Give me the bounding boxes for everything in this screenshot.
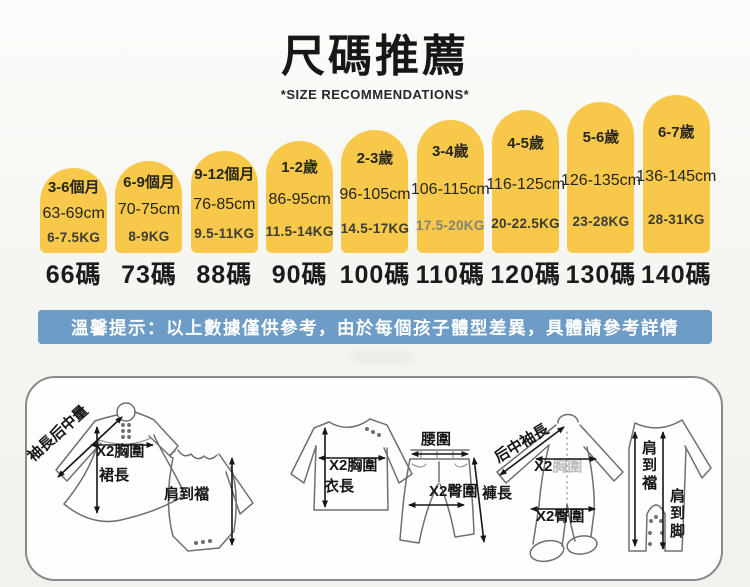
capsule-weight-label: 23-28KG <box>572 213 630 229</box>
size-column: 6-7歲 136-145cm 28-31KG 140碼 <box>636 92 716 289</box>
size-code-label: 140碼 <box>640 260 712 289</box>
top-length-label: 衣長 <box>324 478 355 495</box>
capsule-weight-label: 20-22.5KG <box>491 215 560 231</box>
page-header: 尺碼推薦 *SIZE RECOMMENDATIONS* <box>0 20 750 102</box>
capsule-age-label: 3-6個月 <box>47 178 100 196</box>
capsule-height-label: 76-85cm <box>193 196 256 213</box>
capsule-weight-label: 17.5-20KG <box>415 218 485 234</box>
capsule-height-label: 116-125cm <box>486 175 566 193</box>
size-capsule: 2-3歲 96-105cm 14.5-17KG <box>339 130 411 253</box>
size-code-label: 90碼 <box>271 260 328 289</box>
capsule-age-label: 9-12個月 <box>194 166 255 183</box>
capsule-age-label: 3-4歲 <box>431 142 469 160</box>
size-column: 6-9個月 70-75cm 8-9KG 73碼 <box>111 92 186 289</box>
capsule-height-label: 106-115cm <box>410 180 490 198</box>
dress-chest-label: X2胸圍 <box>96 443 145 460</box>
size-column: 4-5歲 116-125cm 20-22.5KG 120碼 <box>486 92 565 289</box>
capsule-age-label: 5-6歲 <box>582 129 620 147</box>
size-code-label: 110碼 <box>415 260 485 289</box>
pants-length-label: 褲長 <box>482 485 513 502</box>
size-code-label: 88碼 <box>196 260 253 289</box>
size-code-label: 73碼 <box>121 260 177 289</box>
measure-guide-panel: 袖長后中量 X2胸圍 裙長 肩到襠 X2胸圍 衣長 腰圍 X2臀圍 褲長 后中袖… <box>24 376 723 581</box>
dress-arrows <box>57 416 235 546</box>
size-column: 2-3歲 96-105cm 14.5-17KG 100碼 <box>337 92 412 289</box>
romper-shoulder-to-foot-label: 肩到脚 <box>669 488 685 540</box>
size-capsule: 5-6歲 126-135cm 23-28KG <box>561 102 641 253</box>
size-column: 1-2歲 86-95cm 11.5-14KG 90碼 <box>262 92 337 289</box>
top-chest-label: X2胸圍 <box>329 457 378 474</box>
romper-diagram <box>496 413 712 563</box>
capsule-weight-label: 8-9KG <box>128 228 170 244</box>
capsule-height-label: 96-105cm <box>339 185 411 203</box>
size-capsule: 6-7歲 136-145cm 28-31KG <box>636 95 716 253</box>
romper-arrows <box>499 426 666 550</box>
notice-text: 溫馨提示：以上數據僅供參考，由於每個孩子體型差異，具體請參考詳情 <box>71 317 679 338</box>
dress-bodysuit-diagram <box>55 402 254 552</box>
capsule-weight-label: 11.5-14KG <box>265 223 334 239</box>
top-pants-arrows <box>318 427 487 543</box>
romper-shoulder-to-crotch-label: 肩到襠 <box>641 440 657 492</box>
capsule-height-label: 86-95cm <box>268 191 331 208</box>
size-capsule: 1-2歲 86-95cm 11.5-14KG <box>266 141 333 253</box>
capsule-weight-label: 6-7.5KG <box>47 230 101 246</box>
bodysuit-shoulder-to-crotch-label: 肩到襠 <box>164 486 210 503</box>
capsule-age-label: 6-9個月 <box>123 173 175 191</box>
size-capsule: 9-12個月 76-85cm 9.5-11KG <box>190 151 258 253</box>
dress-length-label: 裙長 <box>99 467 130 484</box>
size-capsule: 3-4歲 106-115cm 17.5-20KG <box>411 120 490 253</box>
size-code-label: 130碼 <box>565 260 637 289</box>
capsule-weight-label: 28-31KG <box>647 212 705 227</box>
capsule-height-label: 63-69cm <box>42 204 105 222</box>
capsule-height-label: 136-145cm <box>636 168 717 185</box>
watermark-smudge <box>352 351 412 363</box>
page-title: 尺碼推薦 <box>281 32 469 81</box>
capsule-age-label: 2-3歲 <box>356 150 394 168</box>
top-drawing <box>290 418 413 511</box>
capsule-age-label: 6-7歲 <box>657 124 695 141</box>
notice-banner: 溫馨提示：以上數據僅供參考，由於每個孩子體型差異，具體請參考詳情 <box>38 310 712 344</box>
capsule-age-label: 1-2歲 <box>281 158 318 176</box>
pants-hip-label: X2臀圍 <box>429 483 478 500</box>
size-column: 9-12個月 76-85cm 9.5-11KG 88碼 <box>187 92 262 289</box>
size-code-label: 66碼 <box>45 260 102 289</box>
top-pants-diagram <box>290 418 487 544</box>
size-capsule: 4-5歲 116-125cm 20-22.5KG <box>486 110 565 253</box>
size-column: 5-6歲 126-135cm 23-28KG 130碼 <box>561 92 641 289</box>
size-capsule: 6-9個月 70-75cm 8-9KG <box>115 161 183 253</box>
capsule-height-label: 70-75cm <box>117 201 181 218</box>
romper-hip-label: X2臀圍 <box>536 508 585 525</box>
size-chart-row: 3-6個月 63-69cm 6-7.5KG 66碼 6-9個月 70-75cm … <box>36 92 716 289</box>
capsule-age-label: 4-5歲 <box>507 135 544 153</box>
page-subtitle: *SIZE RECOMMENDATIONS* <box>280 87 470 102</box>
capsule-weight-label: 9.5-11KG <box>194 226 255 241</box>
size-code-label: 100碼 <box>339 260 411 289</box>
capsule-weight-label: 14.5-17KG <box>340 220 410 236</box>
capsule-height-label: 126-135cm <box>560 171 641 189</box>
size-capsule: 3-6個月 63-69cm 6-7.5KG <box>40 168 108 253</box>
pants-waist-label: 腰圍 <box>421 431 452 448</box>
size-code-label: 120碼 <box>490 260 561 289</box>
romper-chest-label: X2胸圍 <box>534 458 583 475</box>
size-column: 3-6個月 63-69cm 6-7.5KG 66碼 <box>36 92 111 289</box>
size-column: 3-4歲 106-115cm 17.5-20KG 110碼 <box>411 92 490 289</box>
